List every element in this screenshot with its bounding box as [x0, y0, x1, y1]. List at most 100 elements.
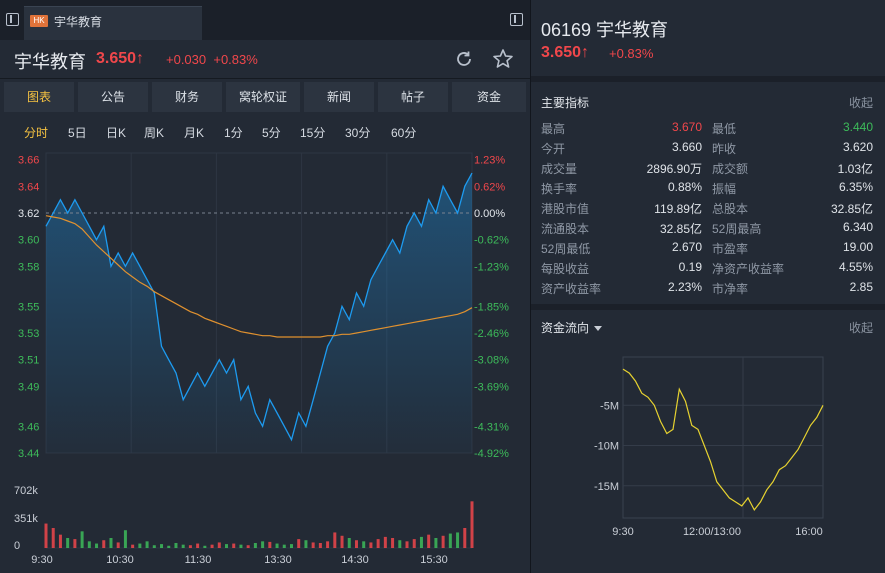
price-tick-label: 3.62 — [18, 208, 39, 220]
divider — [531, 76, 885, 82]
stock-tab[interactable]: HK 宇华教育 — [24, 6, 202, 40]
flow-collapse-button[interactable]: 收起 — [848, 321, 873, 335]
volume-bar — [383, 536, 387, 548]
tab-warrants[interactable]: 窝轮权证 — [226, 82, 300, 112]
intraday-chart[interactable]: 3.66 3.64 3.62 3.60 3.58 3.55 3.53 3.51 3.49 3.46… — [0, 0, 530, 573]
volume-bar — [232, 543, 236, 548]
indicator-value: 32.85亿 — [659, 222, 702, 236]
pct-tick-label: -3.69% — [474, 381, 509, 393]
time-tick-label: 13:30 — [264, 554, 292, 566]
indicator-value: 32.85亿 — [830, 202, 873, 216]
volume-bar — [289, 544, 293, 548]
tab-news[interactable]: 新闻 — [304, 82, 374, 112]
volume-bar — [196, 543, 200, 548]
period-daily[interactable]: 日K — [106, 126, 127, 140]
period-monthly[interactable]: 月K — [184, 126, 205, 140]
indicator-value: 0.88% — [667, 180, 702, 194]
indicator-value: 2896.90万 — [646, 162, 702, 176]
volume-bar — [268, 541, 272, 548]
indicator-value: 3.660 — [671, 140, 702, 154]
indicator-value: 4.55% — [838, 260, 873, 274]
indicator-label: 总股本 — [712, 202, 749, 216]
volume-bar — [188, 545, 192, 548]
volume-bar — [167, 545, 171, 548]
period-intraday[interactable]: 分时 — [24, 126, 49, 140]
period-5day[interactable]: 5日 — [68, 126, 87, 140]
volume-bar — [347, 538, 351, 548]
avg-price-line — [45, 215, 473, 338]
period-30min[interactable]: 30分 — [345, 126, 371, 140]
volume-bar — [405, 541, 409, 548]
flow-line — [622, 368, 824, 512]
star-icon[interactable] — [492, 48, 514, 70]
volume-tick-label: 0 — [14, 540, 20, 552]
tab-finance[interactable]: 财务 — [152, 82, 222, 112]
tab-chart[interactable]: 图表 — [4, 82, 74, 112]
indicator-value: 2.85 — [849, 280, 873, 294]
price-tick-label: 3.44 — [18, 448, 39, 460]
volume-bar — [217, 542, 221, 548]
refresh-icon[interactable] — [454, 49, 474, 69]
quote-header: 宇华教育 3.650↑ +0.030 +0.83% — [0, 40, 530, 78]
volume-bar — [261, 541, 265, 548]
tab-announcements[interactable]: 公告 — [78, 82, 148, 112]
volume-bar — [44, 523, 48, 548]
time-tick-label: 14:30 — [341, 554, 369, 566]
indicator-label: 换手率 — [541, 182, 578, 196]
volume-bar — [391, 538, 395, 548]
volume-bar — [253, 543, 257, 548]
volume-bar — [239, 544, 243, 548]
volume-bar — [203, 545, 207, 548]
volume-bar — [448, 533, 452, 548]
price-tick-label: 3.64 — [18, 181, 39, 193]
indicator-row: 流通股本 32.85亿 52周最高 6.340 — [531, 220, 885, 240]
volume-bar — [434, 538, 438, 548]
indicators-collapse-button[interactable]: 收起 — [848, 96, 873, 110]
pct-tick-label: 0.62% — [474, 181, 505, 193]
tab-bar: HK 宇华教育 — [0, 0, 530, 40]
indicator-value: 3.670 — [671, 120, 702, 134]
flow-tick-label: -10M — [594, 441, 619, 453]
volume-bar — [275, 543, 279, 548]
period-1min[interactable]: 1分 — [224, 126, 243, 140]
indicator-value: 119.89亿 — [654, 202, 702, 216]
pct-tick-label: -4.92% — [474, 448, 509, 460]
volume-bar — [145, 541, 149, 548]
period-5min[interactable]: 5分 — [262, 126, 281, 140]
panel-toggle-icon[interactable] — [6, 13, 19, 26]
indicator-value: 2.670 — [671, 240, 702, 254]
volume-bar — [131, 544, 135, 548]
volume-bar — [116, 542, 120, 548]
capital-flow-title[interactable]: 资金流向 — [541, 319, 603, 336]
capital-flow-chart: -5M -10M -15M 9:30 12:00/13:00 16:00 — [594, 356, 824, 538]
price-tick-label: 3.66 — [18, 155, 39, 167]
tab-capital[interactable]: 资金 — [452, 82, 526, 112]
period-60min[interactable]: 60分 — [391, 126, 417, 140]
flow-tick-label: -15M — [594, 481, 619, 493]
volume-bar — [318, 543, 322, 548]
period-15min[interactable]: 15分 — [300, 126, 326, 140]
pct-tick-label: 1.23% — [474, 155, 505, 167]
volume-bar — [181, 544, 185, 548]
indicator-value: 3.440 — [842, 120, 873, 134]
volume-bar — [246, 545, 250, 548]
panel-toggle-right-icon[interactable] — [510, 13, 523, 26]
stock-code-name: 06169 宇华教育 — [541, 20, 669, 40]
flow-time-label: 16:00 — [795, 526, 823, 538]
indicator-label: 振幅 — [712, 182, 737, 196]
tab-posts[interactable]: 帖子 — [378, 82, 448, 112]
indicator-label: 52周最低 — [541, 242, 591, 256]
flow-frame — [622, 356, 824, 519]
flow-time-label: 9:30 — [612, 526, 633, 538]
volume-bar — [427, 534, 431, 548]
volume-bar — [412, 539, 416, 548]
indicator-label: 流通股本 — [541, 222, 590, 236]
time-tick-label: 11:30 — [185, 554, 212, 566]
time-tick-label: 9:30 — [31, 554, 52, 566]
indicator-value: 6.35% — [838, 180, 873, 194]
period-weekly[interactable]: 周K — [144, 126, 165, 140]
volume-bar — [80, 531, 84, 548]
price-tick-label: 3.46 — [18, 421, 39, 433]
volume-bar — [362, 541, 366, 548]
volume-bar — [470, 501, 474, 548]
